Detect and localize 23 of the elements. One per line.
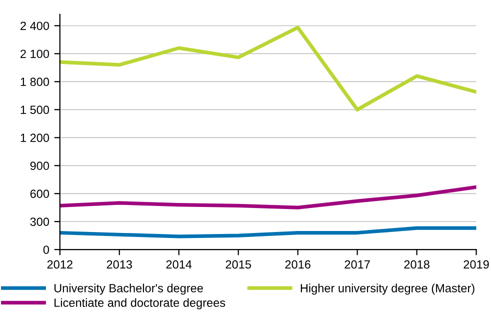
x-tick-label: 2016 [285, 260, 310, 269]
y-tick-label: 2 400 [20, 22, 50, 30]
y-tick-label: 600 [30, 190, 50, 198]
y-tick-label: 1 200 [20, 134, 50, 142]
line-series [60, 185, 476, 210]
y-tick-label: 900 [30, 162, 50, 170]
legend-label: University Bachelor's degree [54, 284, 203, 295]
y-tick-label: 1 800 [20, 78, 50, 86]
y-tick-label: 1 500 [20, 106, 50, 114]
line-series [60, 226, 476, 238]
x-tick-label: 2019 [464, 260, 489, 269]
x-tick-label: 2017 [344, 260, 370, 269]
y-tick-label: 2 100 [20, 50, 50, 58]
legend-label: Higher university degree (Master) [300, 284, 474, 295]
legend-label: Licentiate and doctorate degrees [54, 298, 226, 310]
line-series [60, 26, 476, 112]
x-tick-label: 2013 [106, 260, 132, 269]
y-tick-label: 300 [30, 218, 50, 226]
x-tick-label: 2014 [166, 260, 192, 269]
y-tick-label: 0 [43, 246, 50, 254]
x-tick-label: 2015 [226, 260, 251, 269]
x-tick-label: 2012 [47, 260, 72, 269]
x-tick-label: 2018 [404, 260, 430, 269]
